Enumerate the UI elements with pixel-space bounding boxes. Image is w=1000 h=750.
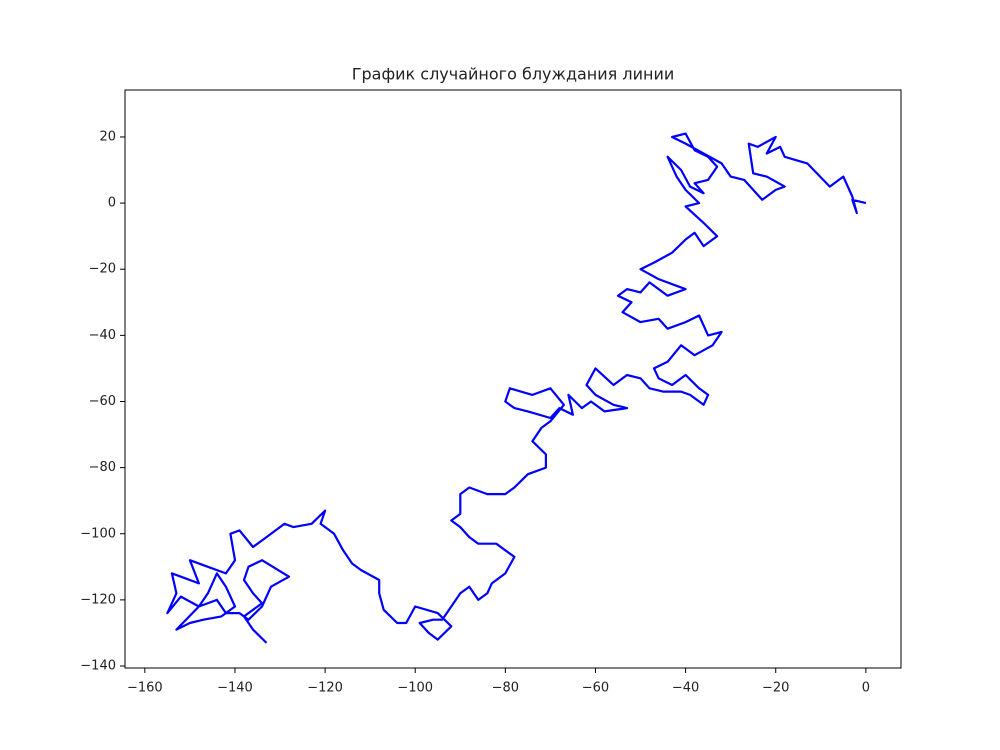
y-tick-label: −40 — [89, 328, 116, 343]
x-tick-label: −80 — [492, 681, 519, 696]
y-tick-label: 0 — [108, 196, 116, 211]
x-tick-label: 0 — [862, 681, 870, 696]
x-tick-label: −20 — [762, 681, 789, 696]
y-tick-label: 20 — [99, 129, 116, 144]
axes-frame — [124, 89, 902, 669]
y-tick-label: −100 — [80, 526, 116, 541]
y-tick-label: −140 — [80, 659, 116, 674]
x-tick-label: −100 — [397, 681, 433, 696]
x-tick-label: −140 — [217, 681, 253, 696]
x-tick-label: −120 — [307, 681, 343, 696]
chart-title: График случайного блуждания линии — [352, 65, 675, 84]
y-tick-label: −80 — [89, 460, 116, 475]
x-tick-label: −40 — [672, 681, 699, 696]
y-tick-label: −120 — [80, 592, 116, 607]
x-tick-label: −60 — [582, 681, 609, 696]
walk-line — [166, 132, 867, 644]
y-tick-label: −20 — [89, 262, 116, 277]
x-tick-label: −160 — [127, 681, 163, 696]
y-tick-label: −60 — [89, 394, 116, 409]
